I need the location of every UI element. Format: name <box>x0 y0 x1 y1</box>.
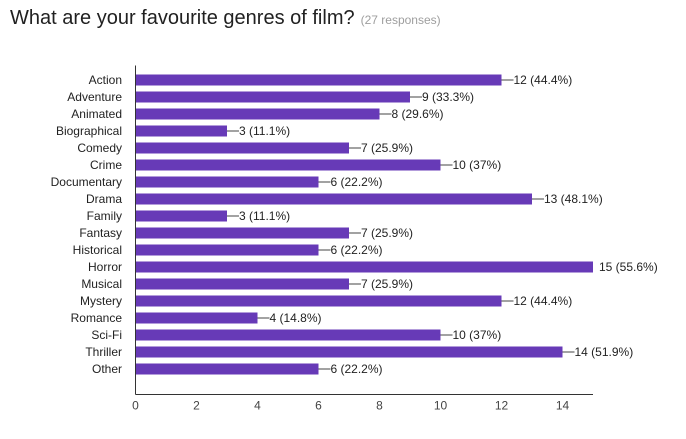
value-label-mystery: 12 (44.4%) <box>514 294 573 308</box>
category-label-documentary: Documentary <box>51 175 122 189</box>
bar-thriller <box>135 346 563 358</box>
bar-family <box>135 210 227 222</box>
bar-documentary <box>135 176 319 188</box>
value-label-family: 3 (11.1%) <box>239 209 290 223</box>
chart-header: What are your favourite genres of film? (… <box>10 7 441 30</box>
bar-drama <box>135 193 532 205</box>
category-label-historical: Historical <box>73 243 122 257</box>
x-tick-label-2: 2 <box>193 399 200 413</box>
bar-biographical <box>135 125 227 137</box>
value-label-historical: 6 (22.2%) <box>331 243 383 257</box>
category-label-comedy: Comedy <box>77 141 122 155</box>
value-label-thriller: 14 (51.9%) <box>575 345 634 359</box>
value-label-sci-fi: 10 (37%) <box>453 328 502 342</box>
category-label-sci-fi: Sci-Fi <box>91 328 122 342</box>
bar-mystery <box>135 295 502 307</box>
value-label-other: 6 (22.2%) <box>331 362 383 376</box>
value-label-biographical: 3 (11.1%) <box>239 124 290 138</box>
bar-action <box>135 74 502 86</box>
value-label-documentary: 6 (22.2%) <box>331 175 383 189</box>
category-label-horror: Horror <box>88 260 122 274</box>
bar-historical <box>135 244 319 256</box>
value-label-drama: 13 (48.1%) <box>544 192 603 206</box>
x-tick-label-0: 0 <box>132 399 139 413</box>
category-label-musical: Musical <box>81 277 122 291</box>
category-label-fantasy: Fantasy <box>79 226 122 240</box>
value-label-musical: 7 (25.9%) <box>361 277 413 291</box>
x-tick-label-8: 8 <box>376 399 383 413</box>
bar-adventure <box>135 91 410 103</box>
value-label-romance: 4 (14.8%) <box>270 311 322 325</box>
bar-other <box>135 363 319 375</box>
bar-romance <box>135 312 258 324</box>
category-label-mystery: Mystery <box>80 294 122 308</box>
category-label-crime: Crime <box>90 158 122 172</box>
bar-animated <box>135 108 380 120</box>
x-tick-label-14: 14 <box>556 399 570 413</box>
x-tick-label-10: 10 <box>434 399 448 413</box>
value-label-comedy: 7 (25.9%) <box>361 141 413 155</box>
value-label-crime: 10 (37%) <box>453 158 502 172</box>
category-label-other: Other <box>92 362 122 376</box>
category-label-action: Action <box>89 73 122 87</box>
x-tick-label-4: 4 <box>254 399 261 413</box>
category-label-romance: Romance <box>71 311 123 325</box>
bar-horror <box>135 261 593 273</box>
x-tick-label-6: 6 <box>315 399 322 413</box>
value-label-fantasy: 7 (25.9%) <box>361 226 413 240</box>
category-label-animated: Animated <box>71 107 122 121</box>
x-tick-label-12: 12 <box>495 399 509 413</box>
value-label-action: 12 (44.4%) <box>514 73 573 87</box>
bar-crime <box>135 159 441 171</box>
category-label-drama: Drama <box>86 192 122 206</box>
bar-fantasy <box>135 227 349 239</box>
category-label-adventure: Adventure <box>67 90 122 104</box>
bar-comedy <box>135 142 349 154</box>
value-label-adventure: 9 (33.3%) <box>422 90 474 104</box>
value-label-animated: 8 (29.6%) <box>392 107 444 121</box>
category-label-thriller: Thriller <box>85 345 122 359</box>
response-count: (27 responses) <box>360 13 441 27</box>
bar-sci-fi <box>135 329 441 341</box>
bar-musical <box>135 278 349 290</box>
category-label-family: Family <box>87 209 122 223</box>
chart-title: What are your favourite genres of film? <box>10 7 355 29</box>
value-label-horror: 15 (55.6%) <box>599 260 658 274</box>
category-label-biographical: Biographical <box>56 124 122 138</box>
